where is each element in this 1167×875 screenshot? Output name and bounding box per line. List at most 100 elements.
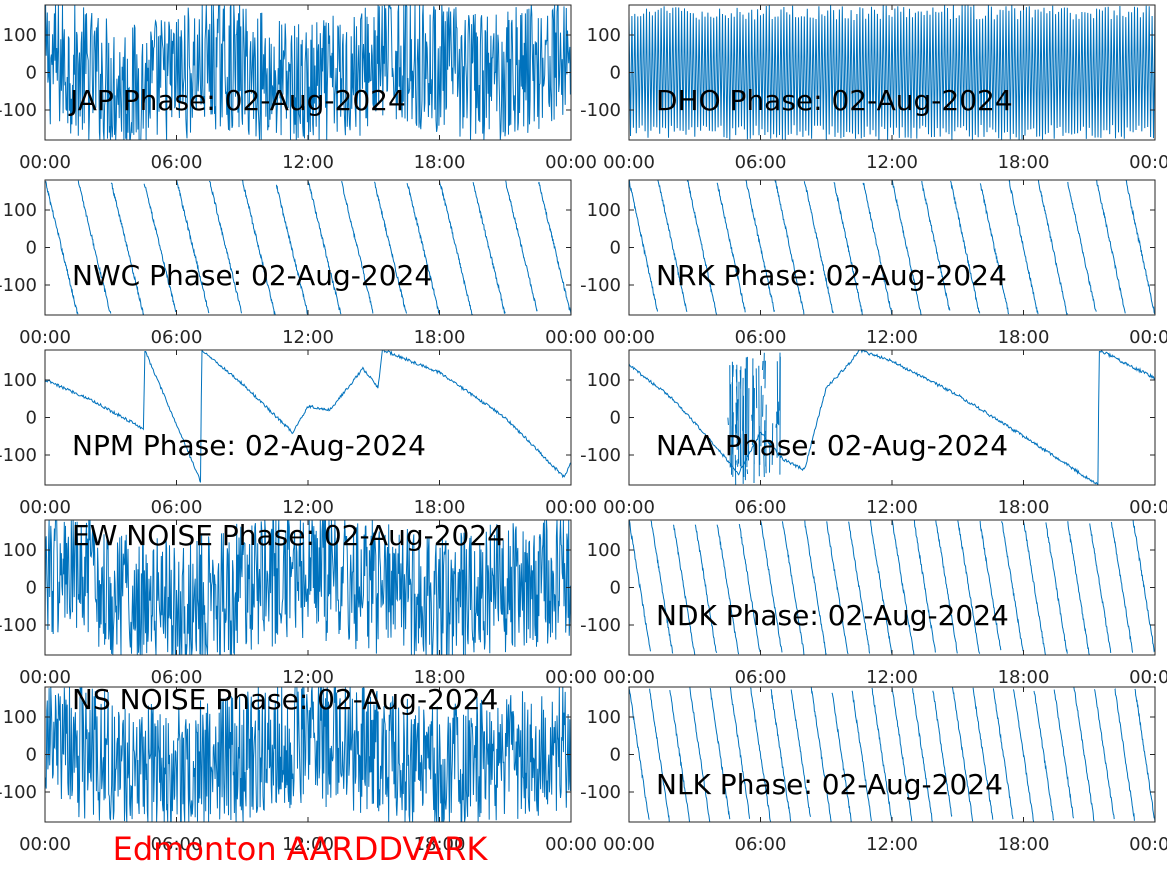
y-tick-label: 0	[26, 745, 37, 766]
x-tick-label: 18:00	[414, 834, 466, 855]
y-tick-label: 100	[3, 540, 37, 561]
x-tick-label: 06:00	[151, 834, 203, 855]
figure-footer: Edmonton AARDDVARK	[113, 830, 489, 868]
axes-box	[628, 686, 1156, 823]
x-tick-label: 18:00	[998, 497, 1050, 518]
x-tick-label: 00:00	[19, 667, 71, 688]
axes-box	[628, 179, 1156, 316]
x-tick-label: 00:00	[603, 327, 655, 348]
y-tick-label: 0	[26, 408, 37, 429]
panel-title: EW NOISE Phase: 02-Aug-2024	[72, 519, 505, 552]
panel-2: 100 0 -100 00:00 06:00 12:00 18:00 00:00 DHO Pha…	[580, 4, 1167, 173]
panel-title: NRK Phase: 02-Aug-2024	[656, 259, 1007, 292]
x-tick-label: 06:00	[151, 152, 203, 173]
series-line	[629, 350, 1155, 485]
x-tick-label: 12:00	[282, 497, 334, 518]
y-tick-label: 0	[610, 578, 621, 599]
panel-title: NAA Phase: 02-Aug-2024	[656, 429, 1008, 462]
series-line	[45, 350, 571, 483]
y-tick-label: 0	[26, 63, 37, 84]
x-tick-label: 12:00	[866, 327, 918, 348]
panel-title: NS NOISE Phase: 02-Aug-2024	[72, 683, 498, 716]
x-tick-label: 18:00	[998, 667, 1050, 688]
x-tick-label: 00:00	[19, 497, 71, 518]
series-line	[45, 5, 571, 140]
x-tick-label: 12:00	[282, 667, 334, 688]
x-tick-label: 06:00	[151, 327, 203, 348]
y-tick-label: 100	[3, 200, 37, 221]
x-tick-label: 06:00	[151, 497, 203, 518]
x-tick-label: 00:00	[1129, 497, 1167, 518]
x-tick-label: 00:00	[1129, 667, 1167, 688]
y-tick-label: -100	[0, 100, 37, 121]
panel-title: NLK Phase: 02-Aug-2024	[656, 768, 1003, 801]
x-tick-label: 00:00	[545, 667, 597, 688]
panel-1: 100 0 -100 00:00 06:00 12:00 18:00 00:00 JAP Pha…	[0, 4, 597, 173]
y-tick-label: -100	[580, 445, 621, 466]
x-tick-label: 00:00	[19, 152, 71, 173]
y-tick-label: 100	[3, 370, 37, 391]
y-tick-label: 100	[587, 540, 621, 561]
y-tick-label: 0	[26, 238, 37, 259]
y-tick-label: 100	[587, 25, 621, 46]
x-tick-label: 12:00	[282, 834, 334, 855]
x-tick-label: 18:00	[414, 667, 466, 688]
panel-4: 100 0 -100 00:00 06:00 12:00 18:00 00:00 NRK Pha…	[580, 179, 1167, 348]
x-tick-label: 18:00	[414, 152, 466, 173]
y-tick-label: -100	[0, 782, 37, 803]
x-tick-label: 06:00	[735, 327, 787, 348]
panel-7: 100 0 -100 00:00 06:00 12:00 18:00 00:00 EW NOIS…	[0, 519, 597, 688]
y-tick-label: -100	[580, 782, 621, 803]
x-tick-label: 12:00	[866, 152, 918, 173]
x-tick-label: 00:00	[545, 497, 597, 518]
axes-box	[628, 349, 1156, 486]
panel-9: 100 0 -100 00:00 06:00 12:00 18:00 00:00 NS NOIS…	[0, 683, 597, 855]
y-tick-label: 0	[610, 238, 621, 259]
x-tick-label: 00:00	[603, 497, 655, 518]
series-line	[45, 180, 571, 315]
x-tick-label: 06:00	[735, 667, 787, 688]
x-tick-label: 12:00	[866, 667, 918, 688]
panel-title: NWC Phase: 02-Aug-2024	[72, 259, 432, 292]
series-line	[45, 687, 571, 822]
panels: 100 0 -100 00:00 06:00 12:00 18:00 00:00 JAP Pha…	[0, 4, 1167, 855]
x-tick-label: 00:00	[545, 152, 597, 173]
x-tick-label: 00:00	[1129, 152, 1167, 173]
axes-box	[44, 179, 572, 316]
y-tick-label: -100	[580, 615, 621, 636]
x-tick-label: 12:00	[866, 497, 918, 518]
y-tick-label: 0	[610, 408, 621, 429]
y-tick-label: -100	[0, 275, 37, 296]
x-tick-label: 00:00	[545, 327, 597, 348]
series-line	[629, 5, 1155, 140]
panel-10: 100 0 -100 00:00 06:00 12:00 18:00 00:00 NLK Pha…	[580, 686, 1167, 855]
y-tick-label: 0	[610, 63, 621, 84]
y-tick-label: -100	[580, 275, 621, 296]
x-tick-label: 00:00	[603, 834, 655, 855]
panel-title: DHO Phase: 02-Aug-2024	[656, 84, 1013, 117]
panel-6: 100 0 -100 00:00 06:00 12:00 18:00 00:00 NAA Pha…	[580, 349, 1167, 518]
y-tick-label: -100	[580, 100, 621, 121]
series-line	[629, 687, 1155, 822]
x-tick-label: 06:00	[735, 152, 787, 173]
y-tick-label: 0	[610, 745, 621, 766]
y-tick-label: 0	[26, 578, 37, 599]
x-tick-label: 12:00	[282, 327, 334, 348]
x-tick-label: 00:00	[19, 834, 71, 855]
x-tick-label: 18:00	[998, 152, 1050, 173]
x-tick-label: 06:00	[151, 667, 203, 688]
panel-title: NPM Phase: 02-Aug-2024	[72, 429, 426, 462]
x-tick-label: 00:00	[19, 327, 71, 348]
axes-box	[44, 349, 572, 486]
x-tick-label: 00:00	[603, 667, 655, 688]
x-tick-label: 00:00	[603, 152, 655, 173]
series-line	[629, 520, 1155, 655]
panel-title: JAP Phase: 02-Aug-2024	[68, 84, 406, 117]
panel-3: 100 0 -100 00:00 06:00 12:00 18:00 00:00 NWC Pha…	[0, 179, 597, 348]
x-tick-label: 00:00	[545, 834, 597, 855]
series-line	[45, 520, 571, 655]
x-tick-label: 18:00	[414, 497, 466, 518]
x-tick-label: 00:00	[1129, 327, 1167, 348]
x-tick-label: 18:00	[998, 834, 1050, 855]
